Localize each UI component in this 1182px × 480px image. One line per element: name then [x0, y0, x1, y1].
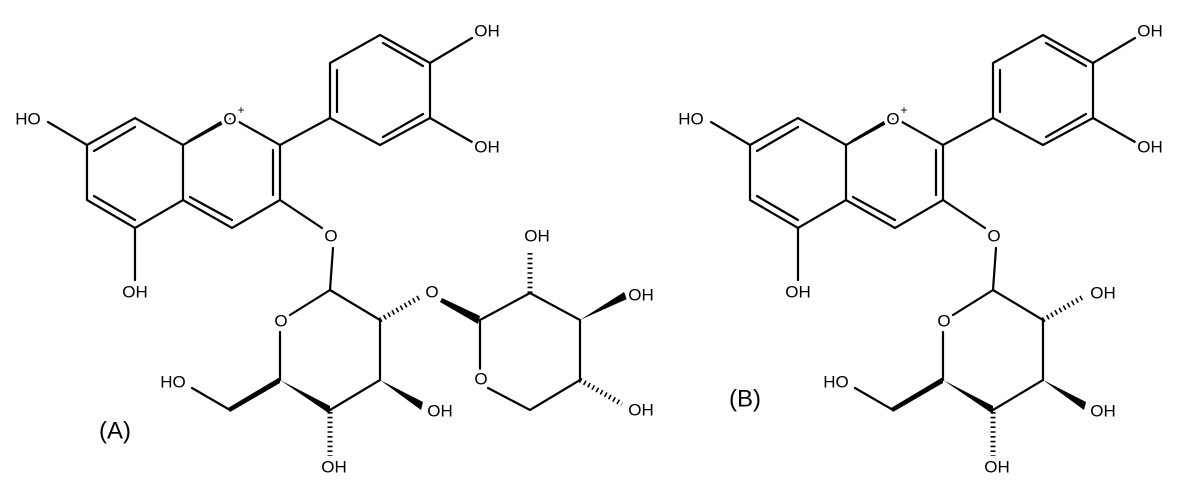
- atom-label: OH: [474, 137, 500, 156]
- atom-label: O: [987, 226, 1000, 245]
- atom-label: OH: [427, 401, 453, 420]
- atom-label: OH: [1137, 137, 1163, 156]
- atom-label: HO: [678, 109, 704, 128]
- atom-label: HO: [160, 372, 186, 391]
- atom-label: O: [886, 109, 899, 128]
- xylose-bonds: [440, 250, 627, 412]
- atom-label: OH: [1090, 283, 1116, 302]
- atom-label: OH: [474, 21, 500, 40]
- atom-label: OH: [321, 457, 347, 476]
- atom-label: HO: [823, 372, 849, 391]
- atom-label: O: [937, 311, 950, 330]
- atom-label: OH: [524, 226, 550, 245]
- atom-label: OH: [628, 285, 654, 304]
- atom-label: OH: [1090, 401, 1116, 420]
- atom-label: OH: [984, 457, 1010, 476]
- structure-b-bonds: [711, 35, 1135, 456]
- atom-label: O: [223, 109, 236, 128]
- atom-charge: +: [237, 103, 244, 117]
- atom-label: O: [474, 369, 487, 388]
- atom-label: O: [274, 311, 287, 330]
- atom-label: OH: [785, 282, 811, 301]
- atom-label: O: [425, 282, 438, 301]
- structure-a-bonds: [48, 35, 472, 456]
- atom-label: OH: [1137, 21, 1163, 40]
- structure-label: (B): [729, 385, 761, 412]
- atom-label: HO: [15, 109, 41, 128]
- atom-label: OH: [628, 400, 654, 419]
- structure-label: (A): [99, 417, 131, 444]
- atom-label: O: [324, 226, 337, 245]
- atom-charge: +: [900, 103, 907, 117]
- atom-label: OH: [122, 282, 148, 301]
